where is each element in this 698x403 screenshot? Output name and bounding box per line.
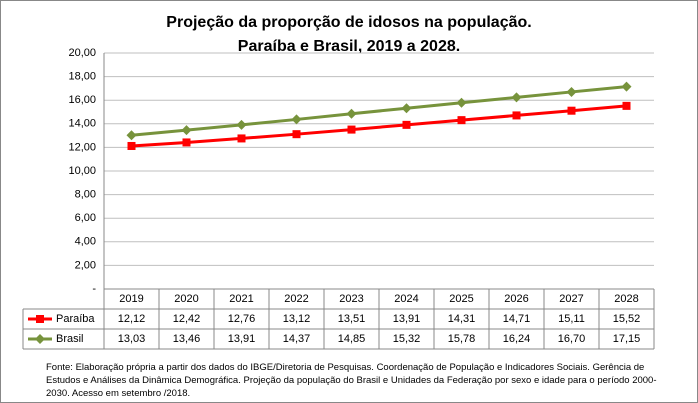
point-marker: [126, 130, 137, 141]
value-label: 15,32: [393, 333, 421, 345]
point-marker: [291, 114, 302, 125]
x-tick-label: 2026: [504, 293, 528, 305]
y-tick-label: 12,00: [68, 141, 96, 153]
value-label: 13,91: [393, 313, 421, 325]
point-marker: [347, 125, 356, 134]
value-label: 12,12: [118, 313, 146, 325]
y-tick-label: 10,00: [68, 165, 96, 177]
point-marker: [566, 86, 577, 97]
y-tick-label: 6,00: [75, 212, 96, 224]
y-tick-label: 14,00: [68, 118, 96, 130]
point-marker: [236, 119, 247, 130]
value-label: 12,42: [173, 313, 201, 325]
value-label: 15,11: [558, 313, 585, 325]
point-marker: [346, 108, 357, 119]
y-tick-label: 8,00: [75, 189, 96, 201]
value-label: 15,78: [448, 333, 476, 345]
legend-label: Brasil: [56, 333, 84, 345]
point-marker: [127, 141, 136, 150]
chart-title: Projeção da proporção de idosos na popul…: [166, 14, 531, 31]
value-label: 13,51: [338, 313, 366, 325]
value-label: 13,12: [283, 313, 311, 325]
value-label: 17,15: [613, 333, 641, 345]
y-tick-label: -: [92, 283, 96, 295]
x-tick-label: 2025: [449, 293, 473, 305]
chart: Projeção da proporção de idosos na popul…: [22, 14, 655, 350]
point-marker: [401, 103, 412, 114]
value-label: 14,85: [338, 333, 366, 345]
value-label: 16,24: [503, 333, 531, 345]
value-label: 14,71: [503, 313, 531, 325]
value-label: 14,31: [448, 313, 476, 325]
series-line: [131, 104, 627, 148]
y-tick-label: 18,00: [68, 71, 96, 83]
y-tick-label: 20,00: [68, 47, 96, 59]
legend-label: Paraíba: [56, 313, 95, 325]
value-label: 14,37: [283, 333, 311, 345]
point-marker: [237, 134, 246, 143]
x-tick-label: 2022: [284, 293, 308, 305]
x-tick-label: 2028: [614, 293, 638, 305]
y-tick-label: 2,00: [75, 259, 96, 271]
point-marker: [567, 106, 576, 115]
x-tick-label: 2023: [339, 293, 363, 305]
point-marker: [622, 101, 631, 110]
value-label: 12,76: [228, 313, 256, 325]
y-tick-label: 16,00: [68, 94, 96, 106]
point-marker: [457, 116, 466, 125]
x-tick-label: 2019: [119, 293, 143, 305]
value-label: 15,52: [613, 313, 641, 325]
point-marker: [512, 111, 521, 120]
x-tick-label: 2027: [559, 293, 583, 305]
chart-subtitle: Paraíba e Brasil, 2019 a 2028.: [238, 38, 460, 55]
x-tick-label: 2024: [394, 293, 418, 305]
legend-marker: [35, 334, 45, 344]
value-label: 13,91: [228, 333, 256, 345]
value-label: 16,70: [558, 333, 586, 345]
value-label: 13,03: [118, 333, 146, 345]
point-marker: [402, 120, 411, 129]
point-marker: [182, 138, 191, 147]
point-marker: [292, 130, 301, 139]
x-tick-label: 2020: [174, 293, 198, 305]
point-marker: [511, 92, 522, 103]
x-tick-label: 2021: [229, 293, 253, 305]
series-line: [131, 85, 627, 137]
point-marker: [181, 125, 192, 136]
point-marker: [621, 81, 632, 92]
source-note: Fonte: Elaboração própria a partir dos d…: [46, 362, 657, 399]
y-tick-label: 4,00: [75, 236, 96, 248]
point-marker: [456, 97, 467, 108]
value-label: 13,46: [173, 333, 201, 345]
legend-marker: [36, 315, 44, 323]
